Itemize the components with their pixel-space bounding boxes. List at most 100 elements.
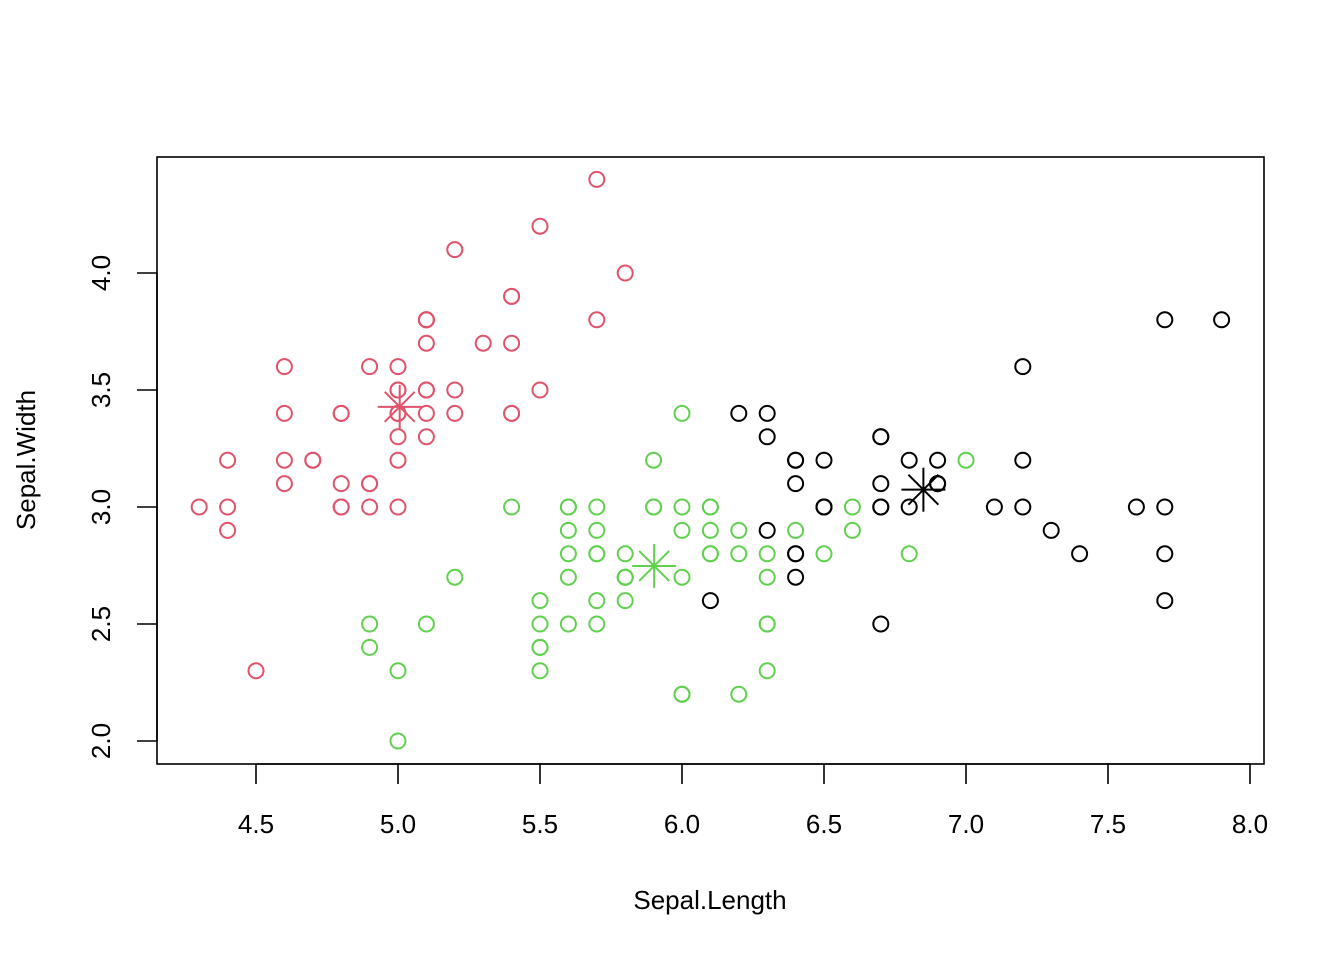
centroid-asterisk-icon (377, 384, 422, 429)
x-axis-label: Sepal.Length (633, 885, 786, 915)
data-point-circle-icon (503, 287, 521, 305)
data-point-circle-icon (559, 545, 577, 563)
data-point-circle-icon (531, 381, 549, 399)
data-point-circle-icon (588, 170, 606, 188)
data-point-circle-icon (787, 451, 805, 469)
data-point-circle-icon (446, 381, 464, 399)
data-point-circle-icon (673, 568, 691, 586)
x-tick-label: 8.0 (1232, 809, 1268, 839)
data-point-circle-icon (673, 404, 691, 422)
x-tick-label: 7.0 (948, 809, 984, 839)
data-point-circle-icon (275, 475, 293, 493)
data-point-circle-icon (503, 498, 521, 516)
data-point-circle-icon (389, 451, 407, 469)
data-point-circle-icon (758, 662, 776, 680)
data-point-circle-icon (417, 381, 435, 399)
data-point-circle-icon (758, 521, 776, 539)
data-point-circle-icon (616, 264, 634, 282)
data-point-circle-icon (758, 615, 776, 633)
data-point-circle-icon (673, 521, 691, 539)
data-point-circle-icon (872, 498, 890, 516)
data-point-circle-icon (1156, 545, 1174, 563)
data-point-circle-icon (616, 545, 634, 563)
data-points (190, 170, 1231, 750)
data-point-circle-icon (275, 404, 293, 422)
x-tick-label: 5.5 (522, 809, 558, 839)
data-point-circle-icon (730, 521, 748, 539)
data-point-circle-icon (247, 662, 265, 680)
data-point-circle-icon (900, 498, 918, 516)
data-point-circle-icon (190, 498, 208, 516)
y-tick-label: 3.5 (86, 372, 116, 408)
data-point-circle-icon (843, 521, 861, 539)
data-point-circle-icon (531, 217, 549, 235)
data-point-circle-icon (673, 685, 691, 703)
data-point-circle-icon (1071, 545, 1089, 563)
data-point-circle-icon (275, 451, 293, 469)
data-point-circle-icon (1042, 521, 1060, 539)
x-tick-label: 7.5 (1090, 809, 1126, 839)
data-point-circle-icon (531, 615, 549, 633)
data-point-circle-icon (389, 358, 407, 376)
data-point-circle-icon (559, 568, 577, 586)
y-axis: 2.0 2.5 3.0 3.5 4.0 (86, 255, 158, 759)
data-point-circle-icon (872, 475, 890, 493)
y-axis-label: Sepal.Width (11, 390, 41, 530)
data-point-circle-icon (787, 521, 805, 539)
data-point-circle-icon (730, 404, 748, 422)
data-point-circle-icon (332, 475, 350, 493)
data-point-circle-icon (417, 334, 435, 352)
data-point-circle-icon (1014, 358, 1032, 376)
data-point-circle-icon (219, 521, 237, 539)
data-point-circle-icon (730, 685, 748, 703)
data-point-circle-icon (616, 592, 634, 610)
data-point-circle-icon (701, 498, 719, 516)
data-point-circle-icon (588, 615, 606, 633)
y-tick-label: 4.0 (86, 255, 116, 291)
data-point-circle-icon (588, 545, 606, 563)
data-point-circle-icon (531, 638, 549, 656)
x-tick-label: 4.5 (238, 809, 274, 839)
data-point-circle-icon (1156, 498, 1174, 516)
data-point-circle-icon (900, 545, 918, 563)
data-point-circle-icon (1014, 451, 1032, 469)
x-tick-label: 6.5 (806, 809, 842, 839)
data-point-circle-icon (559, 498, 577, 516)
data-point-circle-icon (1213, 311, 1231, 329)
data-point-circle-icon (843, 498, 861, 516)
data-point-circle-icon (758, 568, 776, 586)
data-point-circle-icon (531, 662, 549, 680)
data-point-circle-icon (417, 404, 435, 422)
data-point-circle-icon (389, 662, 407, 680)
data-point-circle-icon (389, 498, 407, 516)
data-point-circle-icon (815, 498, 833, 516)
data-point-circle-icon (758, 545, 776, 563)
centroid-asterisk-icon (901, 467, 946, 512)
data-point-circle-icon (588, 521, 606, 539)
data-point-circle-icon (701, 545, 719, 563)
data-point-circle-icon (1127, 498, 1145, 516)
data-point-circle-icon (361, 638, 379, 656)
data-point-circle-icon (645, 498, 663, 516)
data-point-circle-icon (588, 498, 606, 516)
plot-frame (156, 156, 1265, 765)
data-point-circle-icon (701, 521, 719, 539)
data-point-circle-icon (446, 568, 464, 586)
data-point-circle-icon (1014, 498, 1032, 516)
data-point-circle-icon (389, 428, 407, 446)
data-point-circle-icon (758, 428, 776, 446)
data-point-circle-icon (389, 732, 407, 750)
data-point-circle-icon (787, 475, 805, 493)
data-point-circle-icon (361, 498, 379, 516)
data-point-circle-icon (701, 592, 719, 610)
data-point-circle-icon (446, 241, 464, 259)
data-point-circle-icon (304, 451, 322, 469)
data-point-circle-icon (645, 451, 663, 469)
data-point-circle-icon (1156, 592, 1174, 610)
data-point-circle-icon (588, 311, 606, 329)
data-point-circle-icon (815, 545, 833, 563)
data-point-circle-icon (219, 451, 237, 469)
data-point-circle-icon (417, 311, 435, 329)
data-point-circle-icon (531, 592, 549, 610)
data-point-circle-icon (957, 451, 975, 469)
